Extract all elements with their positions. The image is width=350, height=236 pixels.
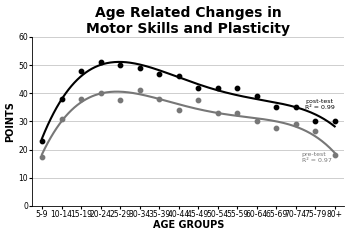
Point xyxy=(273,105,279,109)
Point xyxy=(39,155,45,159)
Point xyxy=(293,105,299,109)
Point xyxy=(176,108,181,112)
Point xyxy=(234,86,240,89)
Title: Age Related Changes in
Motor Skills and Plasticity: Age Related Changes in Motor Skills and … xyxy=(86,6,290,36)
Point xyxy=(293,122,299,126)
Point xyxy=(137,88,142,92)
Point xyxy=(98,91,103,95)
Point xyxy=(98,60,103,64)
Point xyxy=(59,117,64,120)
Point xyxy=(156,72,162,76)
Point xyxy=(78,97,84,101)
Point xyxy=(254,119,259,123)
Point xyxy=(78,69,84,73)
Point xyxy=(39,139,45,143)
X-axis label: AGE GROUPS: AGE GROUPS xyxy=(153,220,224,230)
Point xyxy=(215,111,220,115)
Point xyxy=(117,63,123,67)
Point xyxy=(332,119,337,123)
Text: post-test
R² = 0.99: post-test R² = 0.99 xyxy=(306,99,335,110)
Point xyxy=(273,126,279,130)
Point xyxy=(195,86,201,89)
Point xyxy=(215,86,220,89)
Point xyxy=(176,75,181,78)
Text: pre-test
R² = 0.97: pre-test R² = 0.97 xyxy=(301,152,331,163)
Point xyxy=(59,97,64,101)
Point xyxy=(234,111,240,115)
Y-axis label: POINTS: POINTS xyxy=(6,101,15,142)
Point xyxy=(156,97,162,101)
Point xyxy=(313,129,318,133)
Point xyxy=(117,98,123,102)
Point xyxy=(195,98,201,102)
Point xyxy=(254,94,259,98)
Point xyxy=(332,153,337,157)
Point xyxy=(137,66,142,70)
Point xyxy=(313,119,318,123)
